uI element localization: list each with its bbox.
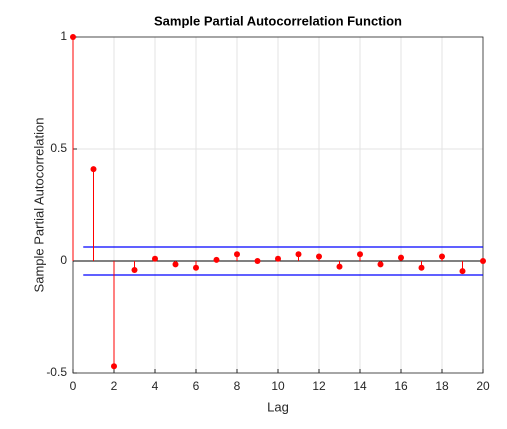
- stem-marker: [398, 254, 404, 261]
- stem-marker: [316, 253, 322, 260]
- stem-marker: [111, 363, 117, 370]
- stem-marker: [357, 251, 363, 258]
- x-tick-label: 0: [70, 379, 77, 393]
- stem-marker: [70, 34, 76, 40]
- stem-marker: [172, 261, 179, 268]
- x-tick-label: 18: [435, 379, 449, 393]
- stem-marker: [480, 258, 486, 264]
- stem-marker: [90, 166, 97, 173]
- stem-marker: [213, 256, 220, 263]
- stem-marker: [336, 263, 343, 270]
- x-tick-label: 6: [193, 379, 200, 393]
- chart-title: Sample Partial Autocorrelation Function: [154, 13, 402, 28]
- y-tick-label: 0: [60, 253, 67, 267]
- x-axis-label: Lag: [267, 399, 289, 414]
- x-tick-label: 14: [353, 379, 367, 393]
- stem-marker: [459, 268, 466, 275]
- stem-marker: [254, 258, 261, 264]
- x-tick-label: 8: [234, 379, 241, 393]
- y-tick-label: 0.5: [50, 141, 67, 155]
- stem-marker: [418, 264, 425, 271]
- x-tick-label: 12: [312, 379, 326, 393]
- stem-marker: [152, 255, 158, 262]
- x-tick-label: 2: [111, 379, 118, 393]
- x-tick-label: 16: [394, 379, 408, 393]
- stem-marker: [377, 261, 384, 268]
- stem-marker: [439, 253, 445, 260]
- y-tick-label: -0.5: [46, 365, 67, 379]
- x-tick-label: 4: [152, 379, 159, 393]
- stem-marker: [193, 264, 199, 271]
- stem-marker: [275, 255, 281, 262]
- x-tick-label: 20: [476, 379, 490, 393]
- stem-marker: [131, 266, 138, 273]
- stem-marker: [234, 251, 240, 258]
- y-tick-label: 1: [60, 29, 67, 43]
- x-tick-label: 10: [271, 379, 285, 393]
- stem-marker: [295, 251, 302, 258]
- y-axis-label: Sample Partial Autocorrelation: [31, 118, 46, 293]
